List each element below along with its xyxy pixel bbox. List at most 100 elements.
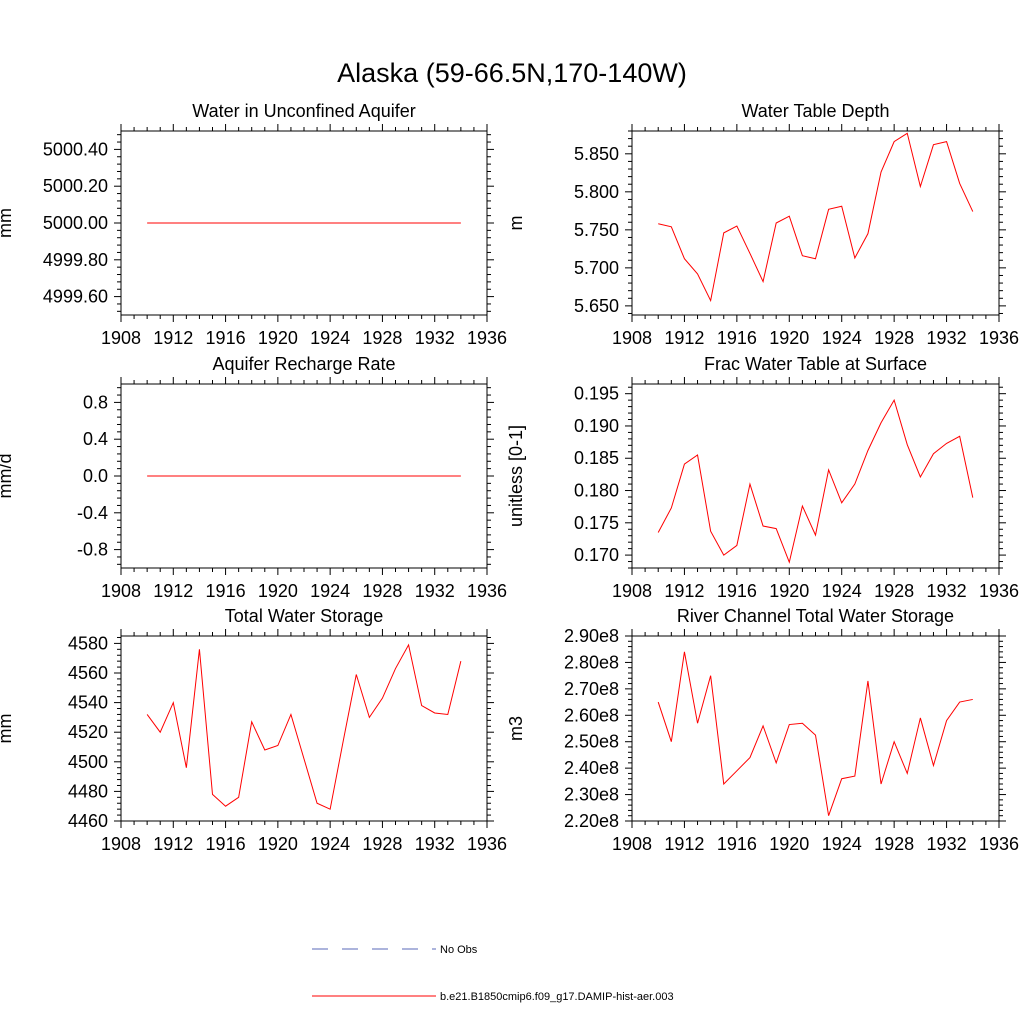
x-tick-label: 1908 [101, 328, 141, 348]
x-tick-label: 1916 [717, 328, 757, 348]
y-tick-label: 2.80e8 [564, 652, 619, 672]
x-tick-label: 1936 [467, 834, 507, 854]
y-tick-label: 5000.00 [43, 213, 108, 233]
x-tick-label: 1932 [415, 834, 455, 854]
x-tick-label: 1912 [664, 834, 704, 854]
y-axis-label: m3 [506, 716, 526, 741]
y-tick-label: 0.175 [574, 513, 619, 533]
y-tick-label: 0.170 [574, 545, 619, 565]
panel-title: Water Table Depth [741, 101, 889, 121]
y-tick-label: 0.8 [83, 392, 108, 412]
x-tick-label: 1936 [467, 328, 507, 348]
x-tick-label: 1912 [664, 581, 704, 601]
x-tick-label: 1920 [258, 328, 298, 348]
y-tick-label: -0.8 [77, 540, 108, 560]
legend-label-no-obs: No Obs [440, 944, 478, 956]
y-tick-label: 5000.40 [43, 139, 108, 159]
y-tick-label: 2.20e8 [564, 811, 619, 831]
y-tick-label: 4540 [68, 693, 108, 713]
legend-label-model-run: b.e21.B1850cmip6.f09_g17.DAMIP-hist-aer.… [440, 991, 674, 1003]
y-tick-label: 5.850 [574, 144, 619, 164]
y-tick-label: 4500 [68, 752, 108, 772]
y-tick-label: 4999.80 [43, 250, 108, 270]
chart-panel-6: River Channel Total Water Storage 1908 191… [506, 606, 1019, 854]
series-line [657, 651, 973, 816]
x-tick-label: 1924 [310, 328, 350, 348]
panel-title: Total Water Storage [225, 606, 383, 626]
y-axis-label: mm [0, 714, 15, 744]
x-tick-label: 1912 [153, 328, 193, 348]
y-tick-label: 4460 [68, 811, 108, 831]
x-tick-label: 1924 [822, 581, 862, 601]
y-axis-label: m [506, 216, 526, 231]
figure-title: Alaska (59-66.5N,170-140W) [337, 58, 687, 88]
x-tick-label: 1916 [206, 834, 246, 854]
y-tick-label: 5.650 [574, 296, 619, 316]
x-tick-label: 1928 [874, 328, 914, 348]
y-tick-label: 0.195 [574, 384, 619, 404]
x-tick-label: 1920 [258, 834, 298, 854]
y-tick-label: 5000.20 [43, 176, 108, 196]
y-tick-label: 2.30e8 [564, 785, 619, 805]
x-tick-label: 1908 [612, 328, 652, 348]
chart-panel-3: Aquifer Recharge Rate 1908 1912 1916 1920 192… [0, 354, 507, 601]
x-tick-label: 1920 [769, 834, 809, 854]
panel-title: Aquifer Recharge Rate [212, 354, 395, 374]
x-tick-label: 1920 [769, 581, 809, 601]
y-tick-label: 2.70e8 [564, 679, 619, 699]
x-tick-label: 1924 [822, 834, 862, 854]
x-tick-label: 1924 [310, 834, 350, 854]
y-tick-label: 0.4 [83, 429, 108, 449]
x-tick-label: 1912 [664, 328, 704, 348]
plot-frame [631, 383, 1000, 569]
y-tick-label: 4520 [68, 722, 108, 742]
x-tick-label: 1936 [979, 328, 1019, 348]
y-tick-label: 5.700 [574, 258, 619, 278]
panels: Water in Unconfined Aquifer 1908 1912 1916 1… [0, 101, 1019, 854]
y-axis-label: unitless [0-1] [506, 425, 526, 527]
y-tick-label: 2.50e8 [564, 732, 619, 752]
y-tick-label: -0.4 [77, 503, 108, 523]
x-tick-label: 1916 [717, 834, 757, 854]
x-tick-label: 1924 [822, 328, 862, 348]
chart-panel-4: Frac Water Table at Surface 1908 1912 1916 1… [506, 354, 1019, 601]
x-tick-label: 1912 [153, 834, 193, 854]
x-tick-label: 1932 [927, 834, 967, 854]
x-tick-label: 1908 [101, 834, 141, 854]
chart-panel-2: Water Table Depth 1908 1912 1916 1920 1924 192… [506, 101, 1019, 348]
y-tick-label: 0.180 [574, 481, 619, 501]
x-tick-label: 1932 [927, 328, 967, 348]
series-line [146, 643, 462, 810]
x-tick-label: 1912 [153, 581, 193, 601]
x-tick-label: 1928 [362, 581, 402, 601]
x-tick-label: 1928 [362, 834, 402, 854]
y-tick-label: 4480 [68, 781, 108, 801]
y-tick-label: 2.40e8 [564, 758, 619, 778]
series-line [657, 398, 974, 564]
panel-title: River Channel Total Water Storage [677, 606, 954, 626]
x-tick-label: 1908 [612, 581, 652, 601]
legend: No Obs b.e21.B1850cmip6.f09_g17.DAMIP-hi… [312, 944, 674, 1003]
x-tick-label: 1916 [717, 581, 757, 601]
x-tick-label: 1928 [874, 581, 914, 601]
x-tick-label: 1928 [362, 328, 402, 348]
y-tick-label: 5.800 [574, 182, 619, 202]
x-tick-label: 1916 [206, 581, 246, 601]
x-tick-label: 1908 [612, 834, 652, 854]
plot-frame [120, 635, 488, 822]
y-tick-label: 0.185 [574, 448, 619, 468]
x-tick-label: 1924 [310, 581, 350, 601]
y-axis-label: mm/d [0, 454, 15, 499]
x-tick-label: 1936 [979, 581, 1019, 601]
y-axis-label: mm [0, 208, 15, 238]
series-line [658, 132, 974, 303]
x-tick-label: 1932 [415, 581, 455, 601]
x-tick-label: 1920 [258, 581, 298, 601]
x-tick-label: 1928 [874, 834, 914, 854]
x-tick-label: 1916 [206, 328, 246, 348]
x-tick-label: 1908 [101, 581, 141, 601]
y-tick-label: 2.60e8 [564, 705, 619, 725]
chart-panel-5: Total Water Storage 1908 1912 1916 1920 1924 1… [0, 606, 507, 854]
y-tick-label: 4580 [68, 633, 108, 653]
